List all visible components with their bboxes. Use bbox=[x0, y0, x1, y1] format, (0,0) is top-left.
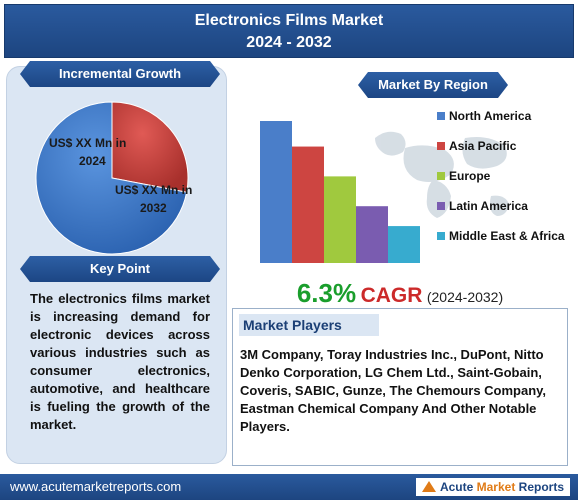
bar-asia-pacific bbox=[292, 146, 324, 263]
incremental-growth-label: Incremental Growth bbox=[20, 61, 220, 87]
company-logo: Acute Market Reports bbox=[415, 478, 570, 496]
legend-label: Europe bbox=[449, 169, 491, 183]
legend-swatch bbox=[437, 112, 445, 120]
footer: www.acutemarketreports.com Acute Market … bbox=[0, 474, 578, 500]
logo-mountain-icon bbox=[421, 481, 436, 492]
legend-label: Latin America bbox=[449, 199, 528, 213]
logo-word-reports: Reports bbox=[518, 480, 564, 494]
bar-north-america bbox=[260, 121, 292, 263]
market-by-region-label: Market By Region bbox=[358, 72, 508, 98]
bar-middle-east-africa bbox=[388, 226, 420, 263]
legend-swatch bbox=[437, 202, 445, 210]
pie-label-2032-line2: 2032 bbox=[140, 201, 167, 215]
market-players-box: Market Players 3M Company, Toray Industr… bbox=[232, 308, 568, 466]
legend-label: Asia Pacific bbox=[449, 139, 517, 153]
cagr-banner: 6.3% CAGR (2024-2032) bbox=[280, 278, 520, 309]
key-point-text: The electronics films market is increasi… bbox=[30, 291, 210, 432]
page-title: Electronics Films Market bbox=[194, 12, 384, 29]
legend-swatch bbox=[437, 142, 445, 150]
pie-slice-2032 bbox=[35, 101, 188, 255]
header-banner: Electronics Films Market 2024 - 2032 bbox=[4, 4, 574, 58]
market-players-title: Market Players bbox=[239, 314, 379, 336]
pie-label-2024-line2: 2024 bbox=[79, 154, 106, 168]
footer-url[interactable]: www.acutemarketreports.com bbox=[10, 479, 182, 494]
legend-swatch bbox=[437, 232, 445, 240]
cagr-value: 6.3% bbox=[296, 278, 357, 308]
pie-slice-2024 bbox=[111, 101, 189, 193]
legend-label: North America bbox=[449, 109, 532, 123]
legend-label: Middle East & Africa bbox=[449, 229, 565, 243]
cagr-period: (2024-2032) bbox=[426, 289, 504, 305]
pie-label-2032-line1: US$ XX Mn in bbox=[115, 183, 192, 197]
pie-label-2024-line1: US$ XX Mn in bbox=[49, 136, 126, 150]
logo-word-acute: Acute bbox=[439, 480, 474, 494]
region-chart: North America Asia Pacific Europe Latin Ame… bbox=[255, 108, 565, 278]
bar-latin-america bbox=[356, 206, 388, 263]
market-players-text: 3M Company, Toray Industries Inc., DuPon… bbox=[240, 347, 547, 434]
cagr-label: CAGR bbox=[360, 284, 423, 307]
logo-word-market: Market bbox=[476, 480, 516, 494]
region-bar-chart-svg: North America Asia Pacific Europe Latin Ame… bbox=[260, 109, 565, 263]
key-point-label: Key Point bbox=[20, 256, 220, 282]
legend-swatch bbox=[437, 172, 445, 180]
pie-chart-svg: US$ XX Mn in 2024 US$ XX Mn in 2032 bbox=[35, 101, 192, 255]
page-subtitle: 2024 - 2032 bbox=[246, 34, 332, 51]
incremental-growth-pie: US$ XX Mn in 2024 US$ XX Mn in 2032 bbox=[27, 90, 197, 265]
bar-europe bbox=[324, 176, 356, 263]
